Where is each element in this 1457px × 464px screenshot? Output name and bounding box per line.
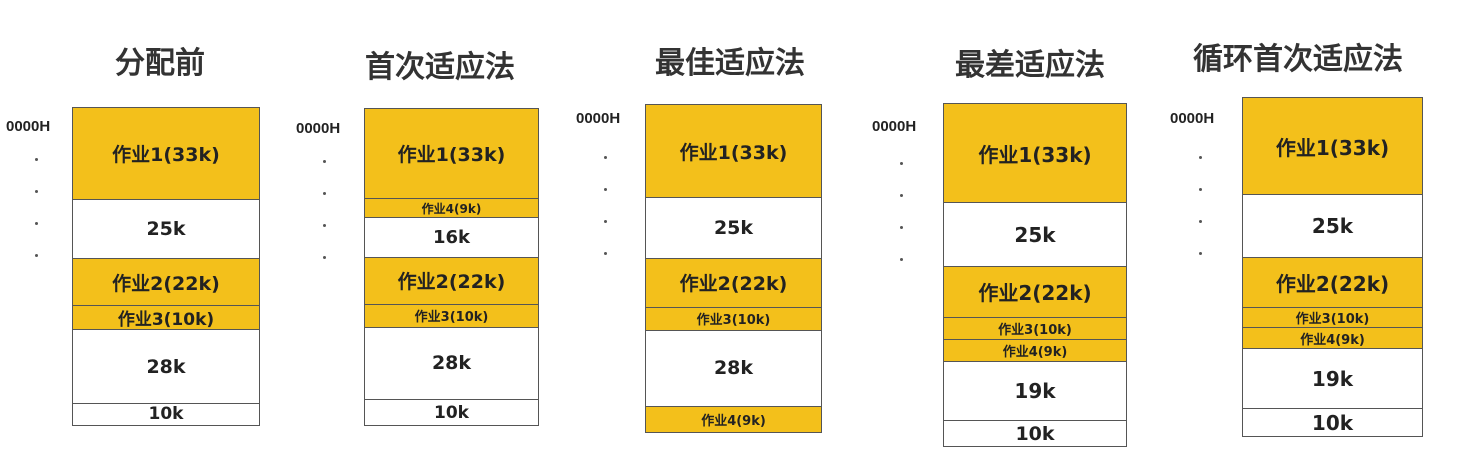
continuation-dots — [604, 156, 614, 284]
segment-job4: 作业4(9k) — [365, 199, 538, 219]
segment-job1: 作业1(33k) — [1243, 98, 1422, 195]
segment-free-16k: 16k — [365, 218, 538, 259]
continuation-dots — [323, 160, 333, 288]
segment-free-10k: 10k — [365, 400, 538, 425]
segment-job3: 作业3(10k) — [1243, 308, 1422, 328]
segment-free-25k: 25k — [1243, 195, 1422, 258]
segment-job4: 作业4(9k) — [944, 339, 1126, 362]
column-title-before: 分配前 — [115, 46, 205, 81]
segment-job1: 作业1(33k) — [73, 108, 259, 200]
column-title-worst-fit: 最差适应法 — [955, 48, 1105, 83]
segment-job4: 作业4(9k) — [646, 407, 821, 432]
segment-free-28k: 28k — [73, 330, 259, 404]
segment-free-25k: 25k — [646, 198, 821, 260]
continuation-dots — [1199, 156, 1209, 284]
segment-job2: 作业2(22k) — [365, 258, 538, 305]
memory-stack-before: 作业1(33k) 25k 作业2(22k) 作业3(10k) 28k 10k — [72, 107, 260, 426]
segment-free-28k: 28k — [365, 327, 538, 401]
segment-job1: 作业1(33k) — [365, 109, 538, 200]
address-label: 0000H — [1170, 110, 1215, 127]
segment-free-28k: 28k — [646, 330, 821, 408]
column-title-next-fit: 循环首次适应法 — [1193, 42, 1403, 77]
continuation-dots — [35, 158, 45, 286]
segment-free-19k: 19k — [944, 361, 1126, 422]
segment-job2: 作业2(22k) — [1243, 258, 1422, 308]
address-label: 0000H — [576, 110, 621, 127]
address-label: 0000H — [296, 120, 341, 137]
segment-free-10k: 10k — [944, 421, 1126, 447]
segment-free-25k: 25k — [944, 203, 1126, 268]
continuation-dots — [900, 162, 910, 290]
segment-free-25k: 25k — [73, 200, 259, 259]
segment-job3: 作业3(10k) — [73, 306, 259, 330]
segment-job4: 作业4(9k) — [1243, 328, 1422, 349]
memory-stack-first-fit: 作业1(33k) 作业4(9k) 16k 作业2(22k) 作业3(10k) 2… — [364, 108, 539, 426]
segment-job3: 作业3(10k) — [365, 304, 538, 328]
column-title-best-fit: 最佳适应法 — [655, 46, 805, 81]
segment-job3: 作业3(10k) — [944, 317, 1126, 340]
segment-free-19k: 19k — [1243, 349, 1422, 409]
address-label: 0000H — [872, 118, 917, 135]
segment-job1: 作业1(33k) — [944, 104, 1126, 204]
column-title-first-fit: 首次适应法 — [365, 50, 515, 85]
segment-free-10k: 10k — [1243, 409, 1422, 436]
memory-stack-next-fit: 作业1(33k) 25k 作业2(22k) 作业3(10k) 作业4(9k) 1… — [1242, 97, 1423, 437]
segment-job2: 作业2(22k) — [944, 267, 1126, 318]
segment-job3: 作业3(10k) — [646, 307, 821, 331]
memory-stack-worst-fit: 作业1(33k) 25k 作业2(22k) 作业3(10k) 作业4(9k) 1… — [943, 103, 1127, 447]
segment-job1: 作业1(33k) — [646, 105, 821, 199]
segment-job2: 作业2(22k) — [73, 259, 259, 306]
memory-stack-best-fit: 作业1(33k) 25k 作业2(22k) 作业3(10k) 28k 作业4(9… — [645, 104, 822, 433]
address-label: 0000H — [6, 118, 51, 135]
segment-job2: 作业2(22k) — [646, 259, 821, 308]
segment-free-10k: 10k — [73, 404, 259, 424]
